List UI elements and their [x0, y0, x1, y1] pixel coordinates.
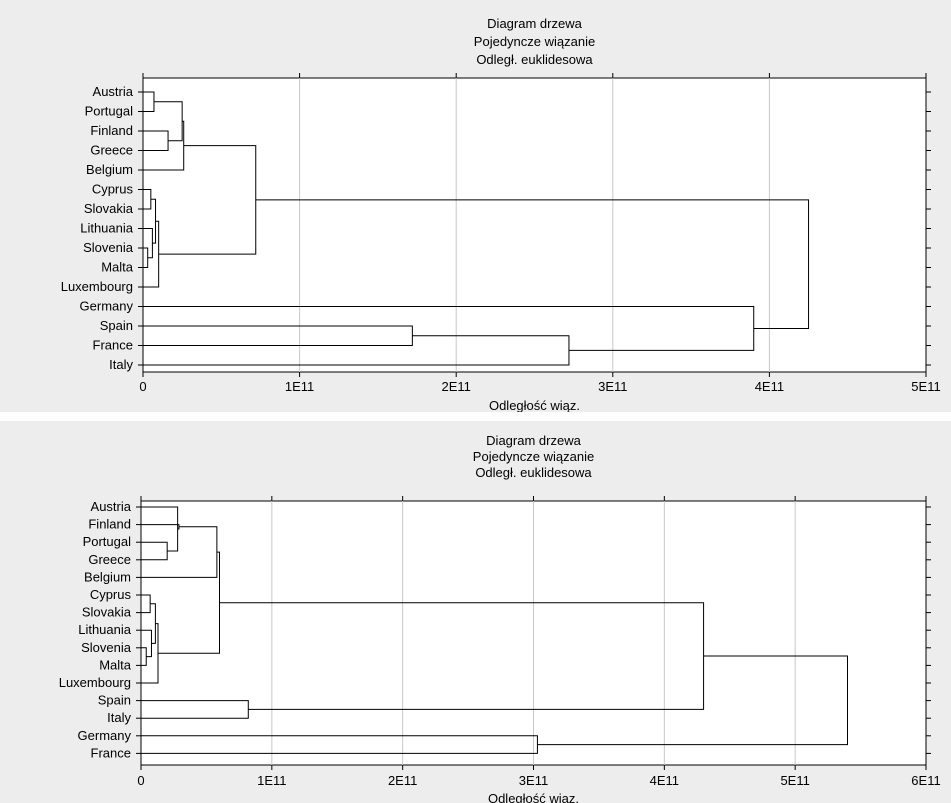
leaf-label: Lithuania — [78, 622, 132, 637]
leaf-label: Slovakia — [82, 605, 132, 620]
leaf-label: Italy — [109, 357, 133, 372]
x-tick-label: 4E11 — [650, 773, 679, 788]
x-tick-label: 0 — [139, 379, 146, 394]
leaf-label: Germany — [78, 728, 132, 743]
x-tick-label: 5E11 — [780, 773, 809, 788]
plot-area — [142, 77, 927, 373]
leaf-label: Italy — [107, 710, 131, 725]
x-tick-label: 0 — [137, 773, 144, 788]
dendrogram-link — [141, 623, 159, 684]
leaf-label: Finland — [88, 517, 131, 532]
leaf-label: France — [93, 338, 133, 353]
leaf-label: Spain — [98, 693, 131, 708]
x-axis-title: Odległość wiąz. — [488, 791, 579, 803]
dendrogram-link — [141, 647, 147, 666]
leaf-label: Malta — [101, 260, 134, 275]
leaf-label: Lithuania — [80, 221, 134, 236]
leaf-label: Slovenia — [83, 240, 134, 255]
dendrogram-link — [141, 594, 151, 614]
leaf-label: Belgium — [84, 569, 131, 584]
leaf-label: Austria — [93, 84, 134, 99]
x-tick-label: 3E11 — [519, 773, 548, 788]
chart-title-line: Pojedyncze wiązanie — [474, 34, 595, 49]
leaf-label: Spain — [100, 318, 133, 333]
x-tick-label: 4E11 — [755, 379, 784, 394]
chart-title-line: Diagram drzewa — [486, 433, 581, 448]
leaf-label: Slovakia — [84, 201, 134, 216]
chart-title-line: Diagram drzewa — [487, 16, 582, 31]
x-tick-label: 2E11 — [441, 379, 470, 394]
x-tick-label: 2E11 — [388, 773, 417, 788]
leaf-label: France — [91, 745, 131, 760]
x-tick-label: 6E11 — [911, 773, 940, 788]
chart-title-line: Pojedyncze wiązanie — [473, 449, 594, 464]
dendrogram-link — [141, 506, 179, 552]
dendrogram-link — [141, 526, 218, 578]
leaf-label: Belgium — [86, 162, 133, 177]
leaf-label: Greece — [90, 143, 133, 158]
leaf-label: Luxembourg — [59, 675, 131, 690]
leaf-label: Malta — [99, 657, 132, 672]
dendrogram-panel-2: Diagram drzewa Pojedyncze wiązanie Odległ.… — [0, 421, 951, 803]
leaf-label: Portugal — [85, 104, 134, 119]
leaf-label: Slovenia — [81, 640, 132, 655]
dendrogram-link — [219, 602, 705, 710]
chart-title-line: Odległ. euklidesowa — [475, 465, 592, 480]
x-tick-label: 1E11 — [285, 379, 314, 394]
dendrogram-chart-1: Diagram drzewa Pojedyncze wiązanie Odległ.… — [61, 16, 941, 412]
leaf-label: Greece — [88, 552, 131, 567]
dendrogram-link — [255, 199, 810, 329]
leaf-label: Cyprus — [92, 182, 134, 197]
x-tick-label: 3E11 — [598, 379, 627, 394]
chart-title-line: Odległ. euklidesowa — [476, 52, 593, 67]
leaf-label: Portugal — [83, 534, 132, 549]
dendrogram-link — [141, 700, 249, 719]
leaf-label: Germany — [80, 299, 134, 314]
x-tick-label: 5E11 — [911, 379, 940, 394]
leaf-label: Finland — [90, 123, 133, 138]
leaf-label: Luxembourg — [61, 279, 133, 294]
dendrogram-link — [537, 655, 848, 746]
leaf-label: Austria — [91, 499, 132, 514]
leaf-label: Cyprus — [90, 587, 132, 602]
dendrogram-panel-1: Diagram drzewa Pojedyncze wiązanie Odległ.… — [0, 0, 951, 412]
x-tick-label: 1E11 — [257, 773, 286, 788]
x-axis-title: Odległość wiąz. — [489, 398, 580, 412]
